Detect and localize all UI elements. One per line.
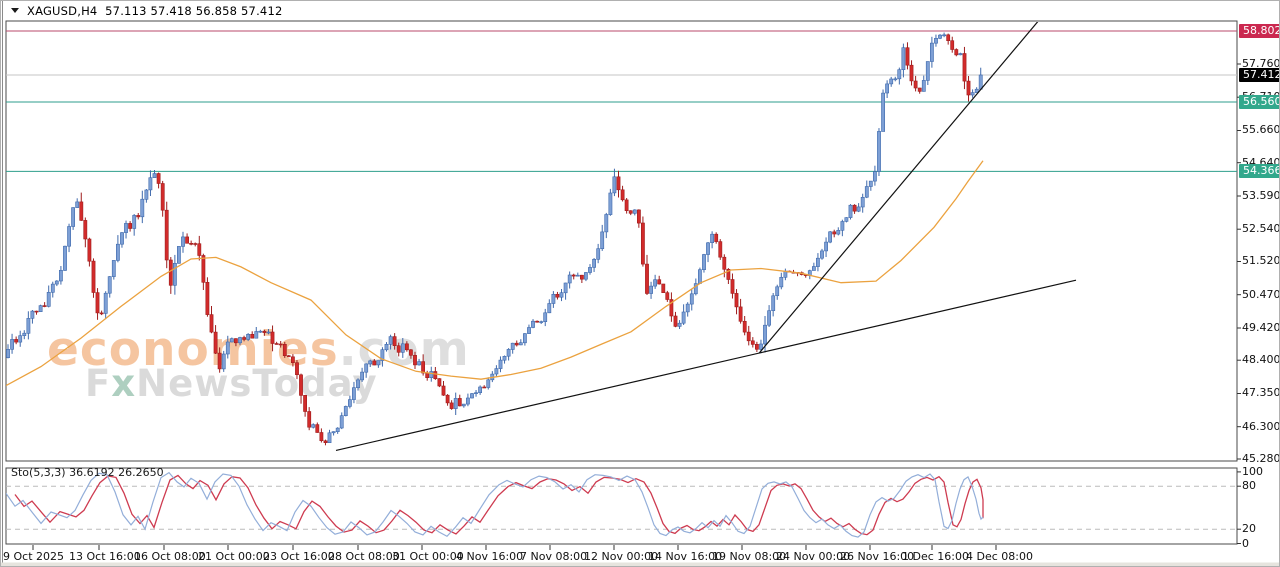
stochastic-indicator-label: Sto(5,3,3) 36.6192 26.2650 [11,466,164,479]
trendlines[interactable] [335,18,1077,451]
watermark-brand-text: economies [47,322,339,377]
symbol-dropdown-icon[interactable] [11,8,19,13]
symbol-ohlc-title: XAGUSD,H4 57.113 57.418 56.858 57.412 [27,4,283,18]
stochastic-panel [6,471,1237,538]
stochastic-signal-line [14,474,984,536]
main-chart-frame [5,20,1238,462]
horizontal-lines[interactable] [6,30,1237,172]
moving-average-line[interactable] [6,160,984,387]
watermark-tagline-rest: NewsToday [136,362,378,405]
watermark: economies.com FxNewsToday [47,326,470,402]
watermark-tagline-f: F [85,362,112,405]
watermark-tagline: FxNewsToday [85,365,470,402]
stochastic-frame [5,467,1238,545]
watermark-tagline-x: x [111,362,137,405]
axis-ticks [32,63,1241,550]
candles [6,32,983,446]
chart-title-bar: XAGUSD,H4 57.113 57.418 56.858 57.412 [1,1,1279,21]
stochastic-main-line [6,471,984,538]
